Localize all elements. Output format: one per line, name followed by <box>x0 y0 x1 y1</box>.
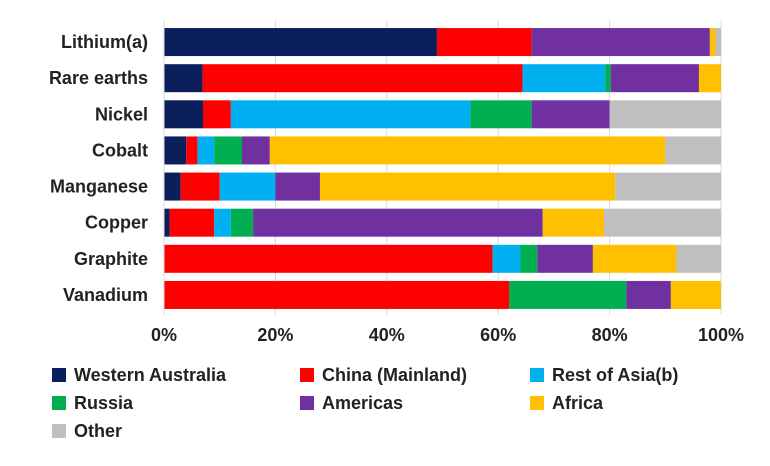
bar-segment-western-australia-4 <box>164 172 181 201</box>
category-label: Vanadium <box>63 285 148 305</box>
bar-segment-americas-2 <box>531 100 610 129</box>
bar-segment-americas-1 <box>610 64 699 93</box>
bar-segment-russia-7 <box>509 280 627 309</box>
bar-segment-russia-5 <box>230 208 254 237</box>
bar-segment-africa-7 <box>670 280 721 309</box>
bar-segment-other-5 <box>604 208 721 237</box>
legend-swatch-western-australia <box>52 368 66 382</box>
legend-label-western-australia: Western Australia <box>74 365 227 385</box>
bar-segment-other-0 <box>715 28 721 57</box>
legend-label-russia: Russia <box>74 393 134 413</box>
bar-segment-rest-of-asia-b-1 <box>522 64 606 93</box>
legend-swatch-americas <box>300 396 314 410</box>
bar-segment-africa-4 <box>319 172 616 201</box>
bar-segment-other-4 <box>615 172 721 201</box>
category-label: Lithium(a) <box>61 32 148 52</box>
bar-segment-russia-2 <box>470 100 532 129</box>
bar-segment-china-mainland-0 <box>436 28 532 57</box>
legend-label-africa: Africa <box>552 393 604 413</box>
bar-segment-rest-of-asia-b-4 <box>219 172 276 201</box>
x-tick-label: 40% <box>369 325 405 345</box>
bar-segment-russia-6 <box>520 244 538 273</box>
bar-segment-americas-3 <box>241 136 270 165</box>
legend-label-other: Other <box>74 421 122 441</box>
bar-segment-western-australia-2 <box>164 100 203 129</box>
bar-segment-western-australia-3 <box>164 136 187 165</box>
bar-segment-other-2 <box>609 100 721 129</box>
legend-label-americas: Americas <box>322 393 403 413</box>
category-label: Manganese <box>50 177 148 197</box>
bar-segment-americas-0 <box>531 28 710 57</box>
bar-segment-western-australia-0 <box>164 28 437 57</box>
legend-swatch-china-mainland <box>300 368 314 382</box>
bar-segment-rest-of-asia-b-5 <box>214 208 231 237</box>
bar-segment-africa-3 <box>269 136 666 165</box>
bar-segment-other-3 <box>665 136 721 165</box>
bar-segment-russia-3 <box>214 136 242 165</box>
bar-segment-americas-6 <box>537 244 593 273</box>
x-tick-label: 80% <box>592 325 628 345</box>
category-label: Copper <box>85 213 148 233</box>
bar-segment-africa-1 <box>698 64 721 93</box>
legend-label-rest-of-asia-b: Rest of Asia(b) <box>552 365 678 385</box>
x-tick-label: 0% <box>151 325 177 345</box>
bar-segment-americas-7 <box>626 280 671 309</box>
bar-segment-africa-5 <box>542 208 605 237</box>
legend-label-china-mainland: China (Mainland) <box>322 365 467 385</box>
category-label: Graphite <box>74 249 148 269</box>
x-tick-label: 100% <box>698 325 744 345</box>
bar-segment-americas-5 <box>253 208 543 237</box>
legend-swatch-africa <box>530 396 544 410</box>
bar-segment-western-australia-5 <box>164 208 170 237</box>
bar-segment-other-6 <box>676 244 721 273</box>
bar-segment-africa-6 <box>592 244 677 273</box>
category-label: Rare earths <box>49 68 148 88</box>
bar-segment-russia-1 <box>605 64 611 93</box>
bar-segment-rest-of-asia-b-2 <box>230 100 471 129</box>
bar-segment-rest-of-asia-b-6 <box>492 244 521 273</box>
bar-segment-africa-0 <box>709 28 716 57</box>
bar-segment-china-mainland-4 <box>180 172 220 201</box>
bar-segment-china-mainland-5 <box>169 208 215 237</box>
bar-segment-western-australia-1 <box>164 64 203 93</box>
bar-segment-china-mainland-2 <box>202 100 231 129</box>
legend-swatch-other <box>52 424 66 438</box>
bar-segment-china-mainland-6 <box>164 244 493 273</box>
bar-segment-americas-4 <box>275 172 320 201</box>
bar-segment-rest-of-asia-b-3 <box>197 136 215 165</box>
bar-segment-china-mainland-1 <box>202 64 523 93</box>
legend-swatch-russia <box>52 396 66 410</box>
bar-segment-china-mainland-3 <box>186 136 198 165</box>
bar-segment-china-mainland-7 <box>164 280 510 309</box>
category-label: Nickel <box>95 104 148 124</box>
category-label: Cobalt <box>92 140 148 160</box>
x-tick-label: 60% <box>480 325 516 345</box>
x-tick-label: 20% <box>257 325 293 345</box>
legend-swatch-rest-of-asia-b <box>530 368 544 382</box>
